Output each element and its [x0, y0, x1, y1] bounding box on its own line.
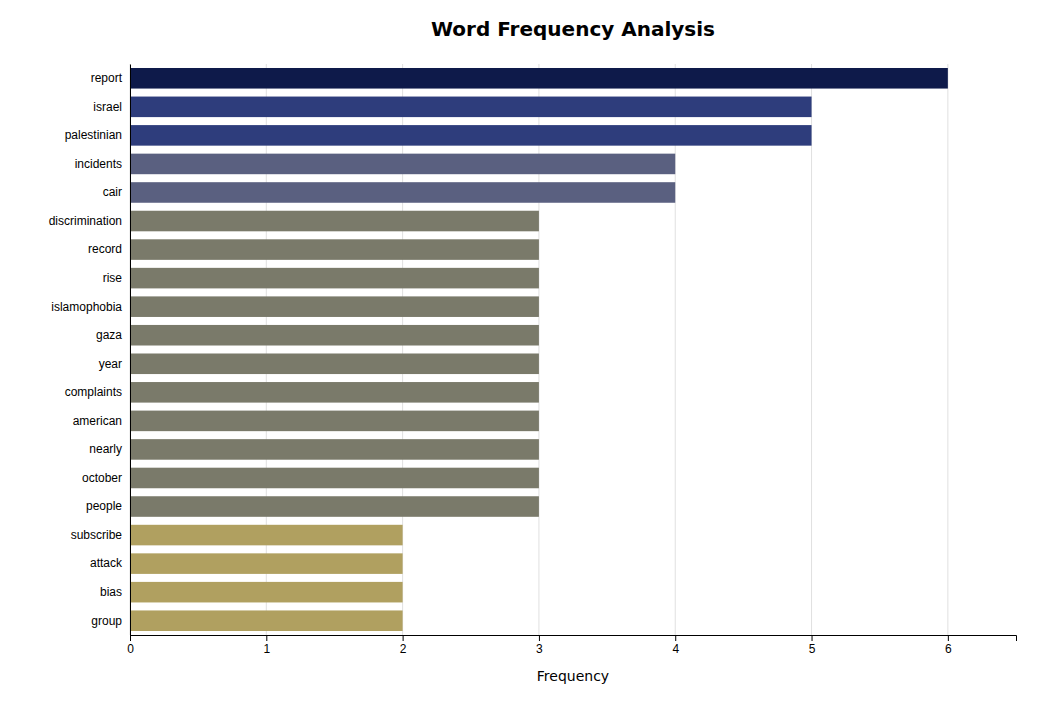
y-tick: report — [91, 71, 130, 85]
x-tick-mark — [403, 635, 404, 641]
x-tick-label: 6 — [945, 642, 952, 656]
bar — [130, 211, 539, 232]
x-tick: 2 — [400, 635, 407, 656]
y-tick-label: rise — [103, 271, 123, 285]
bar — [130, 296, 539, 317]
y-tick: bias — [100, 585, 130, 599]
bar — [130, 325, 539, 346]
y-tick: israel — [93, 100, 130, 114]
y-tick-label: incidents — [75, 157, 122, 171]
y-tick: cair — [103, 185, 130, 199]
bar — [130, 496, 539, 517]
y-tick-label: subscribe — [71, 528, 123, 542]
bar — [130, 468, 539, 489]
y-tick-label: year — [99, 357, 122, 371]
y-tick-label: palestinian — [65, 128, 122, 142]
grid-line — [675, 64, 676, 635]
bar — [130, 182, 675, 203]
y-tick-label: people — [86, 499, 122, 513]
bar — [130, 525, 403, 546]
y-tick: gaza — [96, 328, 130, 342]
x-tick: 0 — [127, 635, 134, 656]
x-axis-line — [131, 636, 1017, 642]
y-tick-label: october — [82, 471, 122, 485]
x-axis-title: Frequency — [537, 668, 609, 684]
title: Word Frequency Analysis — [431, 17, 715, 41]
y-tick: american — [73, 414, 130, 428]
x-tick-label: 1 — [263, 642, 270, 656]
bar — [130, 97, 812, 118]
grid-line — [266, 64, 267, 635]
y-tick: october — [82, 471, 130, 485]
grid-line — [130, 64, 131, 635]
bar — [130, 68, 948, 89]
bar — [130, 553, 403, 574]
bar — [130, 268, 539, 289]
bar — [130, 610, 403, 631]
y-tick-label: complaints — [65, 385, 122, 399]
y-tick: group — [91, 614, 130, 628]
y-tick-label: israel — [93, 100, 122, 114]
y-tick-label: discrimination — [49, 214, 122, 228]
y-tick: rise — [103, 271, 130, 285]
x-tick: 4 — [672, 635, 679, 656]
grid-line — [947, 64, 948, 635]
y-tick: record — [88, 242, 130, 256]
y-tick: year — [99, 357, 130, 371]
y-tick: islamophobia — [51, 300, 130, 314]
x-tick-label: 0 — [127, 642, 134, 656]
y-tick-label: record — [88, 242, 122, 256]
y-tick-label: gaza — [96, 328, 122, 342]
grid-line — [538, 64, 539, 635]
y-tick-label: report — [91, 71, 123, 85]
x-tick-label: 2 — [400, 642, 407, 656]
grid — [130, 64, 948, 635]
x-tick-mark — [675, 635, 676, 641]
y-tick: incidents — [75, 157, 130, 171]
y-tick: discrimination — [49, 214, 130, 228]
y-tick: people — [86, 499, 130, 513]
bar — [130, 382, 539, 403]
y-tick-label: nearly — [89, 442, 122, 456]
y-tick: attack — [90, 556, 130, 570]
x-tick: 6 — [945, 635, 952, 656]
y-tick-label: bias — [100, 585, 122, 599]
bar — [130, 439, 539, 460]
x-tick-label: 4 — [672, 642, 679, 656]
bars — [130, 68, 948, 631]
x-tick-mark — [948, 635, 949, 641]
bar — [130, 353, 539, 374]
x-tick: 1 — [263, 635, 270, 656]
plot-area: 0 1 2 3 4 5 6 group bias attack subscribe people oct… — [49, 64, 1017, 656]
y-axis-line — [130, 65, 131, 636]
x-tick: 3 — [536, 635, 543, 656]
x-tick-mark — [266, 635, 267, 641]
y-tick-label: group — [91, 614, 122, 628]
bar — [130, 411, 539, 432]
x-tick-label: 5 — [809, 642, 816, 656]
grid-line — [811, 64, 812, 635]
y-tick: complaints — [65, 385, 130, 399]
bar — [130, 154, 675, 175]
x-tick-mark — [812, 635, 813, 641]
y-axis: group bias attack subscribe people october nea… — [49, 65, 131, 636]
y-tick-label: attack — [90, 556, 123, 570]
x-tick: 5 — [809, 635, 816, 656]
bar — [130, 239, 539, 260]
y-tick: nearly — [89, 442, 130, 456]
y-tick-label: islamophobia — [51, 300, 122, 314]
y-tick-label: cair — [103, 185, 122, 199]
chart: 0 1 2 3 4 5 6 group bias attack subscribe people oct… — [0, 0, 1056, 701]
bar — [130, 125, 812, 146]
y-tick: palestinian — [65, 128, 130, 142]
x-tick-mark — [130, 635, 131, 641]
grid-line — [402, 64, 403, 635]
x-tick-mark — [539, 635, 540, 641]
y-tick-label: american — [73, 414, 122, 428]
y-tick: subscribe — [71, 528, 130, 542]
x-axis: 0 1 2 3 4 5 6 — [127, 635, 1016, 656]
x-tick-label: 3 — [536, 642, 543, 656]
bar — [130, 582, 403, 603]
